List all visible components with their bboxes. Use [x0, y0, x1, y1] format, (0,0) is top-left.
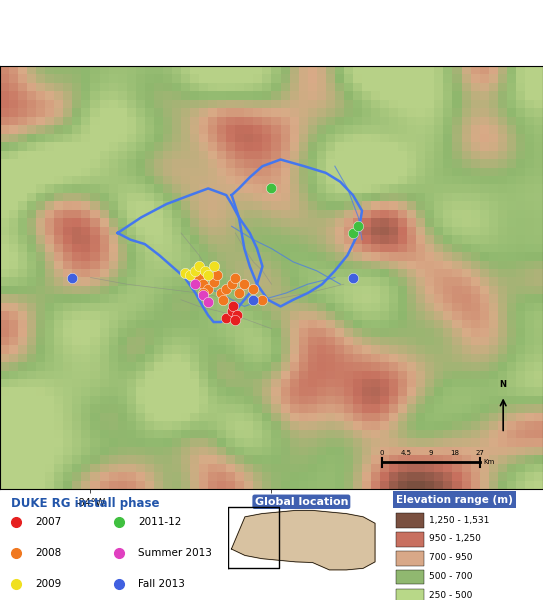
Bar	[396, 589, 424, 600]
Point	[222, 313, 231, 322]
Point	[198, 280, 207, 289]
Point	[198, 290, 207, 300]
Point	[209, 277, 218, 287]
Text: 9: 9	[428, 449, 433, 455]
Text: 0: 0	[380, 449, 384, 455]
Point	[209, 262, 218, 271]
Bar	[396, 514, 424, 528]
Point	[195, 273, 204, 283]
Point	[249, 295, 258, 305]
Point	[180, 268, 189, 278]
Point	[233, 311, 242, 320]
Text: 18: 18	[451, 449, 460, 455]
Point	[217, 288, 225, 298]
Point	[228, 280, 236, 289]
Text: 2007: 2007	[35, 517, 61, 527]
Point	[235, 288, 243, 298]
Point	[228, 306, 236, 316]
Point	[229, 302, 238, 311]
Text: Fall 2013: Fall 2013	[138, 580, 185, 589]
Point	[204, 297, 212, 307]
Point	[204, 271, 212, 280]
Point	[349, 228, 357, 238]
Text: Long-term ground based observations in the GSM and Pigeon Basin: Long-term ground based observations in t…	[0, 25, 543, 40]
Point	[354, 221, 363, 231]
Text: 27: 27	[475, 449, 484, 455]
Point	[218, 295, 227, 305]
Point	[222, 284, 231, 293]
Text: 2008: 2008	[35, 548, 61, 559]
Point	[258, 295, 267, 305]
Text: 2011-12: 2011-12	[138, 517, 182, 527]
Text: 700 - 950: 700 - 950	[429, 553, 472, 562]
Text: Global location: Global location	[255, 497, 348, 507]
Point	[240, 280, 249, 289]
Point	[200, 266, 209, 275]
Text: 250 - 500: 250 - 500	[429, 591, 472, 600]
Point	[213, 271, 222, 280]
Text: 950 - 1,250: 950 - 1,250	[429, 535, 481, 544]
Text: 4.5: 4.5	[401, 449, 412, 455]
Text: Km: Km	[483, 459, 495, 465]
Text: Summer 2013: Summer 2013	[138, 548, 212, 559]
Bar	[396, 532, 424, 547]
Text: N: N	[500, 380, 507, 389]
Text: 500 - 700: 500 - 700	[429, 572, 472, 581]
Point	[195, 262, 204, 271]
Bar	[396, 551, 424, 566]
Bar	[396, 570, 424, 584]
Point	[186, 271, 194, 280]
Point	[68, 273, 77, 283]
Text: 1,250 - 1,531: 1,250 - 1,531	[429, 515, 489, 524]
Point	[349, 273, 357, 283]
Polygon shape	[231, 511, 375, 570]
Text: 2009: 2009	[35, 580, 61, 589]
Point	[249, 284, 258, 293]
Point	[204, 284, 212, 293]
Point	[231, 273, 239, 283]
Point	[198, 288, 207, 298]
Point	[267, 184, 276, 193]
Point	[231, 315, 239, 325]
Point	[191, 266, 200, 275]
Point	[191, 280, 200, 289]
Text: Elevation range (m): Elevation range (m)	[396, 494, 513, 505]
Text: DUKE RG install phase: DUKE RG install phase	[11, 497, 159, 510]
